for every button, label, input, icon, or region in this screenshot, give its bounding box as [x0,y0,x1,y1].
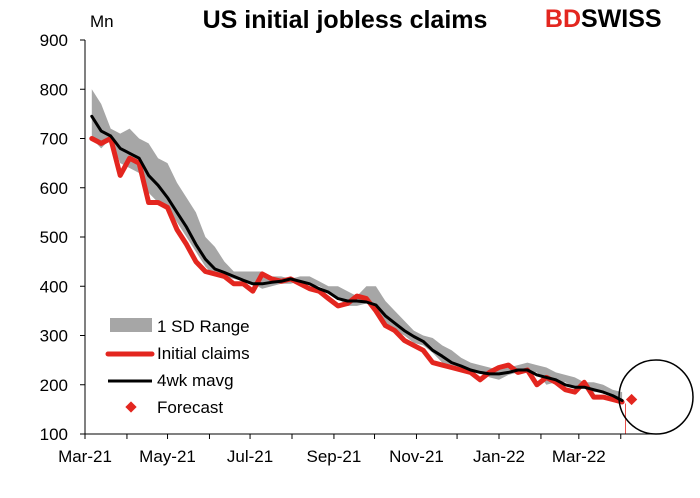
bdswiss-logo: BD SWISS [545,5,662,33]
forecast-point [625,393,638,406]
moving-average-layer [90,114,624,402]
y-tick-label: 700 [40,130,68,149]
logo-bd-text: BD [545,5,581,33]
legend-label-initial-claims: Initial claims [157,344,250,363]
logo-swiss-text: SWISS [581,5,662,33]
axes [80,39,660,439]
legend-label-moving-average: 4wk mavg [157,371,234,390]
y-tick-label: 800 [40,80,68,99]
moving-average-line [90,114,624,402]
legend-label-sd-range: 1 SD Range [157,317,250,336]
x-tick-labels: Mar-21 May-21 Jul-21 Sep-21 Nov-21 Jan-22 Mar-… [58,447,606,466]
y-tick-label: 100 [40,425,68,444]
chart-title: US initial jobless claims [203,6,488,34]
legend-swatch-forecast [125,401,137,413]
y-tick-label: 600 [40,179,68,198]
x-tick-label: May-21 [139,447,196,466]
y-axis-unit-label: Mn [90,12,114,31]
legend: 1 SD Range Initial claims 4wk mavg Forec… [105,317,250,417]
y-tick-label: 400 [40,277,68,296]
legend-label-forecast: Forecast [157,398,223,417]
y-tick-labels: 100 200 300 400 500 600 700 800 900 [40,31,68,444]
x-tick-label: Mar-22 [552,447,606,466]
y-tick-label: 300 [40,327,68,346]
initial-claims-line [89,136,625,405]
x-tick-label: Mar-21 [58,447,112,466]
x-tick-label: Jan-22 [473,447,525,466]
x-tick-label: Jul-21 [227,447,273,466]
x-tick-label: Nov-21 [389,447,444,466]
y-tick-label: 200 [40,376,68,395]
y-tick-label: 500 [40,228,68,247]
y-tick-label: 900 [40,31,68,50]
initial-claims-layer [89,136,625,405]
x-tick-label: Sep-21 [307,447,362,466]
legend-swatch-sd-range [110,318,152,332]
forecast-highlight-circle [618,359,694,435]
